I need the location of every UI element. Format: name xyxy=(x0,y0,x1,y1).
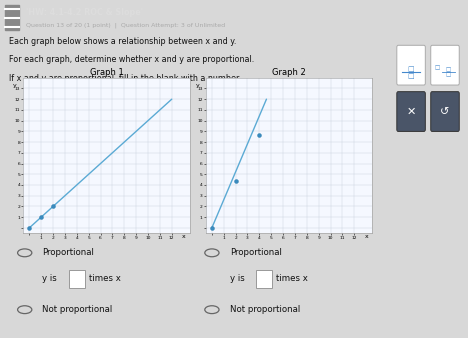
FancyBboxPatch shape xyxy=(431,45,459,85)
Text: □: □ xyxy=(435,66,440,71)
Text: Proportional: Proportional xyxy=(43,248,95,257)
Text: y: y xyxy=(196,83,199,88)
Text: If x and y are proportional, fill in the blank with a number.: If x and y are proportional, fill in the… xyxy=(9,74,241,83)
Text: x: x xyxy=(182,234,186,239)
Text: x: x xyxy=(365,234,368,239)
Text: y is: y is xyxy=(43,274,57,283)
Text: ✕: ✕ xyxy=(406,106,416,117)
Text: □: □ xyxy=(408,73,414,78)
Bar xyxy=(5,5,19,30)
Text: y is: y is xyxy=(230,274,244,283)
Title: Graph 2: Graph 2 xyxy=(272,68,306,77)
Text: Not proportional: Not proportional xyxy=(43,305,113,314)
Text: For each graph, determine whether x and y are proportional.: For each graph, determine whether x and … xyxy=(9,55,255,65)
Text: Not proportional: Not proportional xyxy=(230,305,300,314)
Text: Proportional: Proportional xyxy=(230,248,282,257)
FancyBboxPatch shape xyxy=(397,45,425,85)
FancyBboxPatch shape xyxy=(69,270,85,288)
Text: y: y xyxy=(13,83,17,88)
Text: Each graph below shows a relationship between x and y.: Each graph below shows a relationship be… xyxy=(9,37,237,46)
Text: 'HW: 4.1-4.2 ROC & Slope': 'HW: 4.1-4.2 ROC & Slope' xyxy=(26,8,143,17)
Text: times x: times x xyxy=(276,274,308,283)
Text: □: □ xyxy=(408,67,414,72)
FancyBboxPatch shape xyxy=(256,270,272,288)
FancyBboxPatch shape xyxy=(397,92,425,131)
Text: Question 13 of 20 (1 point)  |  Question Attempt: 3 of Unlimited: Question 13 of 20 (1 point) | Question A… xyxy=(26,22,225,28)
Title: Graph 1: Graph 1 xyxy=(89,68,124,77)
Text: □: □ xyxy=(446,73,451,78)
Text: times x: times x xyxy=(89,274,121,283)
Text: □: □ xyxy=(446,67,451,72)
FancyBboxPatch shape xyxy=(431,92,459,131)
Text: ↺: ↺ xyxy=(440,106,450,117)
